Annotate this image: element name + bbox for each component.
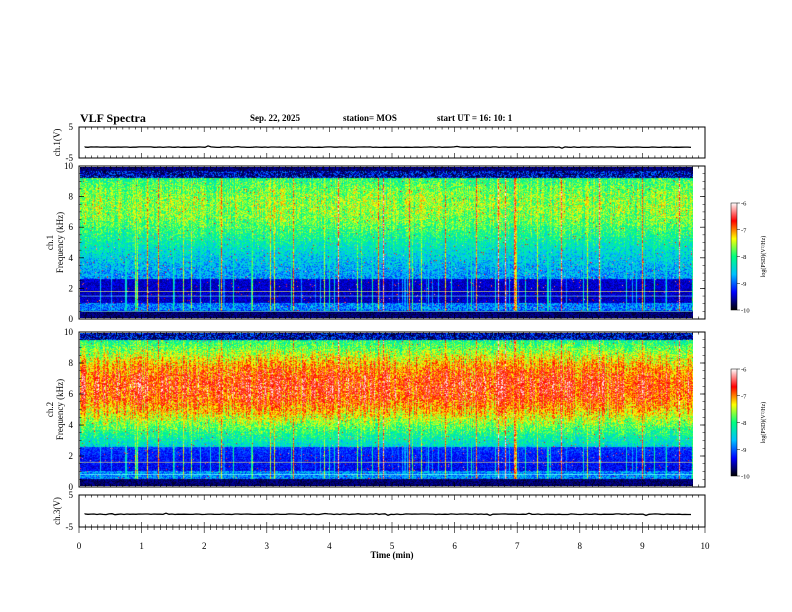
ch2-spectrogram-colorbar (730, 368, 738, 477)
ch2-spectrogram-ytick-label: 2 (69, 451, 74, 461)
date-label: Sep. 22, 2025 (250, 113, 301, 123)
ch2-spectrogram-channel-label: ch.2 (45, 402, 55, 417)
ch1-spectrogram-colorbar-label: log(PSD)(V²/Hz) (760, 236, 767, 277)
ch1-spectrogram-ytick-label: 10 (64, 161, 74, 171)
ch2-spectrogram-ytick-label: 6 (69, 389, 74, 399)
ch1-voltage-trace (84, 145, 692, 149)
ch3-voltage-trace (84, 512, 691, 517)
ch1-spectrogram-colorbar-tick-label: -8 (741, 254, 746, 261)
ch2-spectrogram-colorbar-tick-label: -8 (741, 420, 746, 427)
ch3-voltage-ylabel: ch.3(V) (52, 497, 62, 525)
time-tick-label: 0 (77, 541, 82, 551)
ch1-spectrogram-ylabel: Frequency (kHz) (55, 212, 65, 273)
ch1-spectrogram-colorbar-tick-label: -9 (741, 281, 746, 288)
ch1-spectrogram-colorbar-tick-label: -10 (741, 308, 750, 315)
time-tick-label: 10 (701, 541, 711, 551)
time-tick-label: 2 (202, 541, 207, 551)
ch2-spectrogram-ytick-label: 10 (64, 327, 74, 337)
start-time-label: start UT = 16: 10: 1 (437, 113, 513, 123)
ch1-spectrogram-colorbar (730, 202, 738, 311)
ch3-voltage-ytick-label: -5 (66, 522, 74, 532)
ch1-voltage-ytick-label: -5 (66, 153, 74, 163)
ch2-spectrogram-ytick-label: 4 (69, 420, 74, 430)
ch2-spectrogram-ytick-label: 0 (69, 482, 74, 492)
ch1-spectrogram-ytick-label: 0 (69, 314, 74, 324)
ch3-voltage-ytick-label: 5 (69, 490, 74, 500)
station-label: station= MOS (343, 113, 397, 123)
ch1-spectrogram-ytick-label: 6 (69, 222, 74, 232)
time-tick-label: 1 (139, 541, 144, 551)
ch1-spectrogram-heatmap (80, 167, 693, 318)
ch2-spectrogram-heatmap (80, 333, 693, 486)
time-tick-label: 9 (640, 541, 645, 551)
time-tick-label: 8 (578, 541, 583, 551)
time-tick-label: 6 (452, 541, 457, 551)
ch1-spectrogram-colorbar-tick-label: -6 (741, 201, 747, 208)
time-axis-label: Time (min) (370, 550, 413, 560)
ch1-voltage-ylabel: ch.1(V) (52, 129, 62, 157)
chart-title: VLF Spectra (80, 111, 146, 125)
ch1-spectrogram-ytick-label: 8 (69, 192, 74, 202)
ch1-spectrogram-ytick-label: 2 (69, 283, 74, 293)
ch2-spectrogram-colorbar-label: log(PSD)(V²/Hz) (760, 402, 767, 443)
time-tick-label: 3 (265, 541, 270, 551)
ch1-voltage-ytick-label: 5 (69, 122, 74, 132)
ch2-spectrogram-colorbar-tick-label: -10 (741, 474, 750, 481)
ch1-spectrogram-colorbar-tick-label: -7 (741, 227, 747, 234)
ch2-spectrogram-colorbar-tick-label: -6 (741, 367, 747, 374)
ch2-spectrogram-colorbar-tick-label: -7 (741, 393, 747, 400)
ch2-spectrogram-colorbar-tick-label: -9 (741, 447, 746, 454)
ch1-spectrogram-ytick-label: 4 (69, 253, 74, 263)
ch2-spectrogram-ylabel: Frequency (kHz) (55, 379, 65, 440)
ch1-spectrogram-channel-label: ch.1 (45, 235, 55, 250)
ch2-spectrogram-ytick-label: 8 (69, 358, 74, 368)
time-tick-label: 4 (327, 541, 332, 551)
time-tick-label: 7 (515, 541, 520, 551)
time-tick-label: 5 (390, 541, 395, 551)
